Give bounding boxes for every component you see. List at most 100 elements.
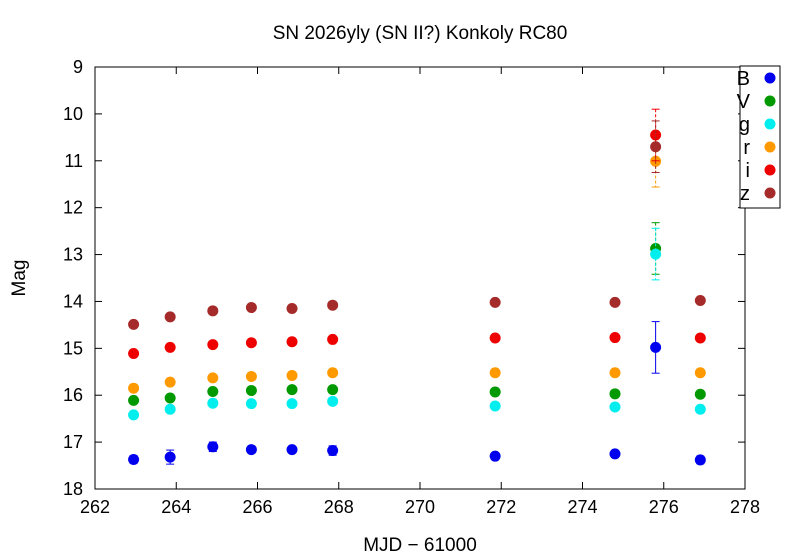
legend-marker (764, 187, 776, 199)
data-point (207, 372, 219, 384)
data-point (609, 388, 621, 400)
legend-label: g (739, 114, 750, 136)
legend-label: V (737, 91, 751, 113)
legend-marker (764, 72, 776, 84)
legend-marker (764, 141, 776, 153)
data-point (128, 453, 140, 465)
y-tick-label: 10 (63, 104, 83, 124)
series-z (128, 120, 706, 330)
data-point (327, 367, 339, 379)
data-point (609, 448, 621, 460)
data-point (609, 296, 621, 308)
data-point (164, 392, 176, 404)
y-tick-label: 11 (64, 151, 83, 171)
x-tick-label: 270 (405, 497, 435, 517)
data-point (207, 339, 219, 351)
data-point (245, 370, 257, 382)
data-point (286, 384, 298, 396)
data-point (489, 400, 501, 412)
legend-label: i (746, 160, 750, 182)
series-V (128, 222, 706, 406)
data-point (245, 337, 257, 349)
data-point (164, 376, 176, 388)
data-point (327, 395, 339, 407)
data-point (327, 299, 339, 311)
data-point (128, 409, 140, 421)
x-tick-label: 274 (567, 497, 597, 517)
legend-marker (764, 95, 776, 107)
data-points (128, 108, 706, 466)
axis-ticks: 262 264 266 268 270 272 274 276 278 9 10 11 12 13 14 15… (63, 57, 760, 517)
y-tick-label: 12 (63, 198, 83, 218)
data-point (207, 385, 219, 397)
data-point (286, 336, 298, 348)
data-point (694, 388, 706, 400)
y-tick-label: 15 (63, 338, 83, 358)
data-point (327, 333, 339, 345)
data-point (650, 141, 662, 153)
chart-title: SN 2026yly (SN II?) Konkoly RC80 (273, 23, 568, 44)
data-point (128, 382, 140, 394)
data-point (609, 401, 621, 413)
data-point (650, 341, 662, 353)
data-point (245, 444, 257, 456)
data-point (286, 370, 298, 382)
legend-label: z (740, 183, 750, 205)
x-tick-label: 278 (730, 497, 760, 517)
x-tick-label: 276 (649, 497, 679, 517)
x-axis-label: MJD − 61000 (363, 535, 477, 556)
data-point (245, 385, 257, 397)
series-g (128, 227, 706, 421)
x-tick-label: 262 (80, 497, 110, 517)
y-tick-label: 14 (63, 291, 83, 311)
data-point (207, 397, 219, 409)
data-point (164, 403, 176, 415)
data-point (694, 403, 706, 415)
x-tick-label: 266 (242, 497, 272, 517)
data-point (609, 332, 621, 344)
data-point (489, 450, 501, 462)
legend-box (739, 65, 781, 209)
data-point (489, 367, 501, 379)
y-tick-label: 16 (63, 385, 83, 405)
series-B (128, 321, 706, 466)
legend-marker (764, 164, 776, 176)
data-point (650, 129, 662, 141)
data-point (286, 444, 298, 456)
data-point (207, 305, 219, 317)
legend-marker (764, 118, 776, 130)
data-point (128, 347, 140, 359)
data-point (327, 445, 339, 457)
data-point (286, 302, 298, 314)
data-point (164, 311, 176, 323)
data-point (327, 384, 339, 396)
data-point (650, 248, 662, 260)
data-point (489, 296, 501, 308)
x-tick-label: 264 (161, 497, 191, 517)
data-point (694, 332, 706, 344)
data-point (245, 398, 257, 410)
y-tick-label: 18 (63, 479, 83, 499)
data-point (128, 394, 140, 406)
data-point (207, 441, 219, 453)
data-point (128, 318, 140, 330)
x-tick-label: 272 (486, 497, 516, 517)
data-point (286, 398, 298, 410)
y-tick-label: 17 (63, 432, 83, 452)
data-point (609, 367, 621, 379)
data-point (694, 295, 706, 307)
data-point (694, 367, 706, 379)
y-tick-label: 9 (73, 57, 83, 77)
data-point (489, 332, 501, 344)
legend-label: r (743, 137, 750, 159)
data-point (164, 451, 176, 463)
data-point (489, 386, 501, 398)
data-point (245, 302, 257, 314)
data-point (164, 341, 176, 353)
y-tick-label: 13 (63, 245, 83, 265)
data-point (694, 454, 706, 466)
x-tick-label: 268 (324, 497, 354, 517)
